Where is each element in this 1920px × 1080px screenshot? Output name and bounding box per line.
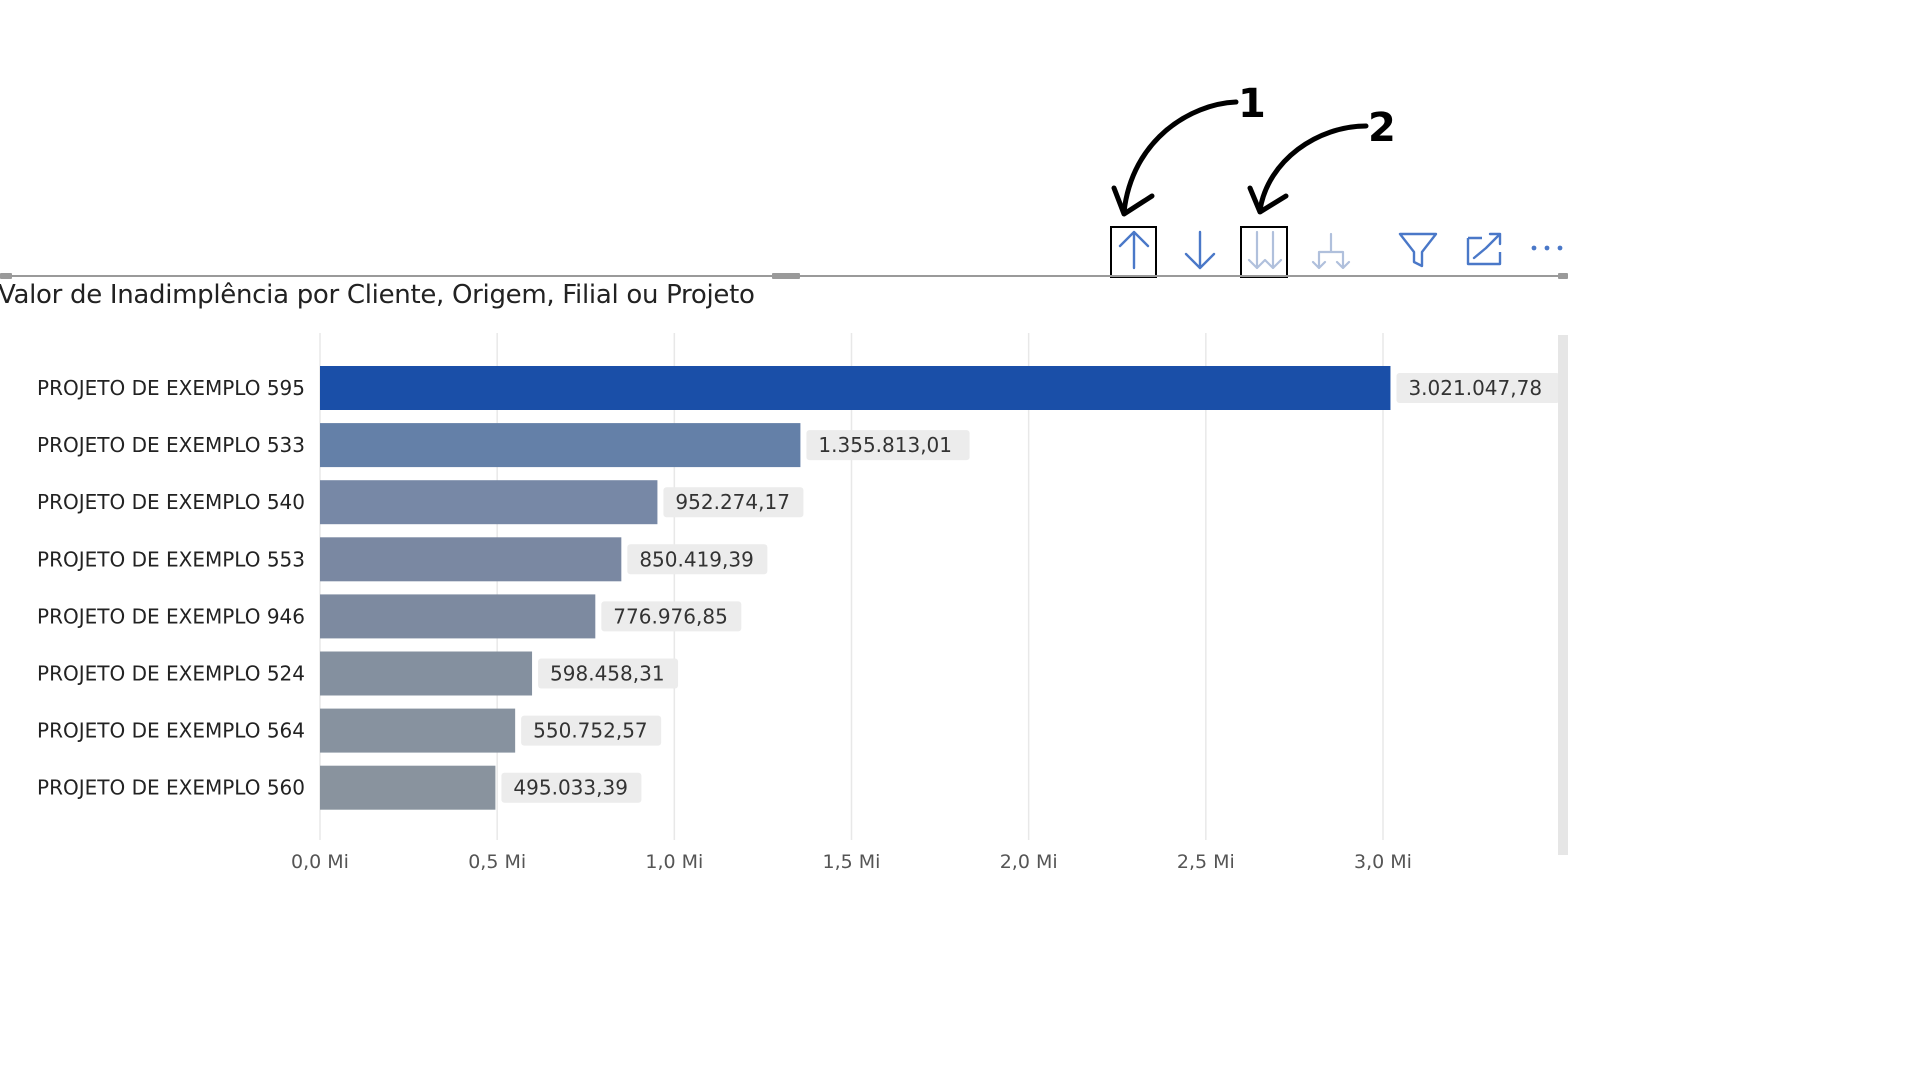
category-label: PROJETO DE EXEMPLO 540 [37,490,305,514]
annotation-arrowhead-1 [1111,185,1155,217]
annotation-number-1: 1 [1238,81,1266,127]
bar [320,765,496,810]
resize-handle-left[interactable] [0,273,12,279]
category-label: PROJETO DE EXEMPLO 553 [37,547,305,571]
x-tick-label: 3,0 Mi [1354,851,1412,873]
x-tick-label: 2,0 Mi [1000,851,1058,873]
drill-up-icon[interactable] [1110,224,1158,274]
value-label: 776.976,85 [613,604,728,628]
chart-title: Valor de Inadimplência por Cliente, Orig… [0,280,755,310]
x-tick-label: 2,5 Mi [1177,851,1235,873]
annotation-arrow-1 [1121,99,1239,215]
bar [320,423,801,468]
annotation-number-2: 2 [1368,105,1396,151]
value-label: 550.752,57 [533,719,648,743]
annotation-box-1 [1110,226,1157,278]
value-label: 3.021.047,78 [1408,376,1542,400]
value-label-background [538,658,679,689]
value-label-background [601,601,742,632]
annotation-arrowhead-2 [1247,185,1289,215]
category-label: PROJETO DE EXEMPLO 595 [37,376,305,400]
category-label: PROJETO DE EXEMPLO 524 [37,662,305,686]
annotation-arrows [1111,99,1369,217]
focus-mode-icon[interactable] [1460,224,1508,274]
value-label-background [1396,373,1560,403]
expand-hierarchy-icon[interactable] [1307,224,1355,274]
resize-handle-top[interactable] [772,273,800,279]
category-label: PROJETO DE EXEMPLO 533 [37,433,305,457]
value-label-background [806,430,970,461]
value-label: 495.033,39 [513,776,628,800]
more-options-icon[interactable] [1526,224,1568,274]
bar [320,366,1391,410]
value-label-background [501,772,642,803]
x-tick-label: 0,5 Mi [468,851,526,873]
category-label: PROJETO DE EXEMPLO 560 [37,776,305,800]
category-label: PROJETO DE EXEMPLO 564 [37,719,305,743]
x-tick-label: 0,0 Mi [291,851,349,873]
expand-all-icon[interactable] [1241,224,1289,274]
x-tick-label: 1,0 Mi [645,851,703,873]
bar [320,480,658,525]
bar [320,651,533,696]
bar [320,537,622,582]
scrollbar[interactable] [1558,335,1568,855]
report-canvas: 1 2 [0,81,1568,873]
annotation-box-2 [1240,226,1288,278]
value-label: 850.419,39 [639,547,754,571]
bar [320,708,516,753]
filter-icon[interactable] [1394,224,1442,274]
bar-chart: 0,0 Mi 0,5 Mi 1,0 Mi 1,5 Mi 2,0 Mi 2,5 Mi 3,0 … [37,333,1560,873]
x-tick-label: 1,5 Mi [823,851,881,873]
value-label-background [627,544,768,575]
value-label-background [521,715,662,746]
resize-handle-right[interactable] [1558,273,1568,279]
value-label-background [663,487,804,518]
bar [320,594,596,639]
annotation-arrow-2 [1257,123,1369,213]
value-label: 1.355.813,01 [818,433,952,457]
value-label: 952.274,17 [675,490,790,514]
category-label: PROJETO DE EXEMPLO 946 [37,604,305,628]
drill-down-icon[interactable] [1176,224,1224,274]
value-label: 598.458,31 [550,662,665,686]
